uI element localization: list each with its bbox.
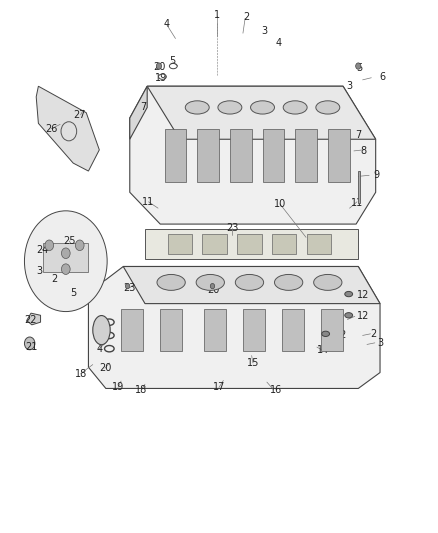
Polygon shape xyxy=(160,309,182,351)
Text: 23: 23 xyxy=(124,282,136,293)
Circle shape xyxy=(356,63,361,69)
Polygon shape xyxy=(88,266,380,389)
Ellipse shape xyxy=(218,101,242,114)
Text: 2: 2 xyxy=(51,274,58,284)
Text: 2: 2 xyxy=(370,329,376,339)
Text: 8: 8 xyxy=(360,146,367,156)
Text: 10: 10 xyxy=(274,199,286,209)
Polygon shape xyxy=(321,309,343,351)
Ellipse shape xyxy=(345,292,353,297)
Text: 2: 2 xyxy=(243,12,250,22)
Polygon shape xyxy=(145,229,358,259)
Text: 26: 26 xyxy=(45,124,58,134)
Text: 20: 20 xyxy=(153,62,165,72)
Ellipse shape xyxy=(196,274,224,290)
Ellipse shape xyxy=(251,101,275,114)
Text: 7: 7 xyxy=(355,130,361,140)
Polygon shape xyxy=(204,309,226,351)
Polygon shape xyxy=(130,86,147,139)
Polygon shape xyxy=(130,86,376,224)
Polygon shape xyxy=(358,171,360,203)
Text: 18: 18 xyxy=(74,369,87,378)
Ellipse shape xyxy=(157,274,185,290)
Circle shape xyxy=(25,211,107,312)
Text: 19: 19 xyxy=(112,382,124,392)
Text: 13: 13 xyxy=(286,337,298,347)
Text: 3: 3 xyxy=(377,338,383,349)
Text: 11: 11 xyxy=(351,198,363,208)
Text: 4: 4 xyxy=(275,38,281,48)
Circle shape xyxy=(210,284,215,289)
Ellipse shape xyxy=(275,274,303,290)
Text: 23: 23 xyxy=(226,223,238,233)
Polygon shape xyxy=(202,233,227,254)
Polygon shape xyxy=(295,128,317,182)
Text: 24: 24 xyxy=(36,245,49,255)
Polygon shape xyxy=(243,309,265,351)
Ellipse shape xyxy=(185,101,209,114)
Text: 19: 19 xyxy=(155,73,168,83)
Polygon shape xyxy=(43,243,88,272)
Text: 4: 4 xyxy=(164,19,170,29)
Ellipse shape xyxy=(322,331,329,336)
Polygon shape xyxy=(230,128,252,182)
Polygon shape xyxy=(197,128,219,182)
Text: 14: 14 xyxy=(317,345,328,356)
Text: 12: 12 xyxy=(335,330,347,341)
Text: 22: 22 xyxy=(25,314,37,325)
Polygon shape xyxy=(123,266,380,304)
Polygon shape xyxy=(121,309,143,351)
Polygon shape xyxy=(282,309,304,351)
Polygon shape xyxy=(147,86,376,139)
Ellipse shape xyxy=(316,101,340,114)
Circle shape xyxy=(61,264,70,274)
Polygon shape xyxy=(168,233,192,254)
Text: 17: 17 xyxy=(213,382,225,392)
Text: 5: 5 xyxy=(70,288,76,298)
Text: 12: 12 xyxy=(357,311,370,321)
Text: 21: 21 xyxy=(25,342,37,352)
Ellipse shape xyxy=(93,316,110,345)
Text: 12: 12 xyxy=(357,290,370,300)
Circle shape xyxy=(75,240,84,251)
Text: 25: 25 xyxy=(63,236,75,246)
Text: 6: 6 xyxy=(380,71,386,82)
Polygon shape xyxy=(307,233,331,254)
Circle shape xyxy=(156,63,162,69)
Circle shape xyxy=(45,240,53,251)
Circle shape xyxy=(125,284,130,289)
Circle shape xyxy=(61,248,70,259)
Polygon shape xyxy=(27,313,41,325)
Polygon shape xyxy=(328,128,350,182)
Text: 1: 1 xyxy=(214,10,220,20)
Text: 7: 7 xyxy=(140,102,146,112)
Ellipse shape xyxy=(314,274,342,290)
Text: 11: 11 xyxy=(142,197,155,207)
Text: 5: 5 xyxy=(170,56,176,66)
Text: 16: 16 xyxy=(270,384,283,394)
Text: 3: 3 xyxy=(37,266,43,276)
Polygon shape xyxy=(165,128,186,182)
Ellipse shape xyxy=(235,274,264,290)
Polygon shape xyxy=(262,128,284,182)
Text: 20: 20 xyxy=(99,364,111,373)
Circle shape xyxy=(25,337,35,350)
Text: 4: 4 xyxy=(96,344,102,354)
Text: 3: 3 xyxy=(346,81,353,91)
Text: 9: 9 xyxy=(374,171,380,180)
Ellipse shape xyxy=(283,101,307,114)
Text: 3: 3 xyxy=(261,26,268,36)
Text: 5: 5 xyxy=(356,63,362,72)
Ellipse shape xyxy=(345,313,353,318)
Polygon shape xyxy=(272,233,297,254)
Text: 20: 20 xyxy=(207,285,219,295)
Text: 15: 15 xyxy=(247,358,259,368)
Text: 18: 18 xyxy=(135,384,148,394)
Text: 27: 27 xyxy=(74,110,86,120)
Polygon shape xyxy=(36,86,99,171)
Polygon shape xyxy=(237,233,261,254)
